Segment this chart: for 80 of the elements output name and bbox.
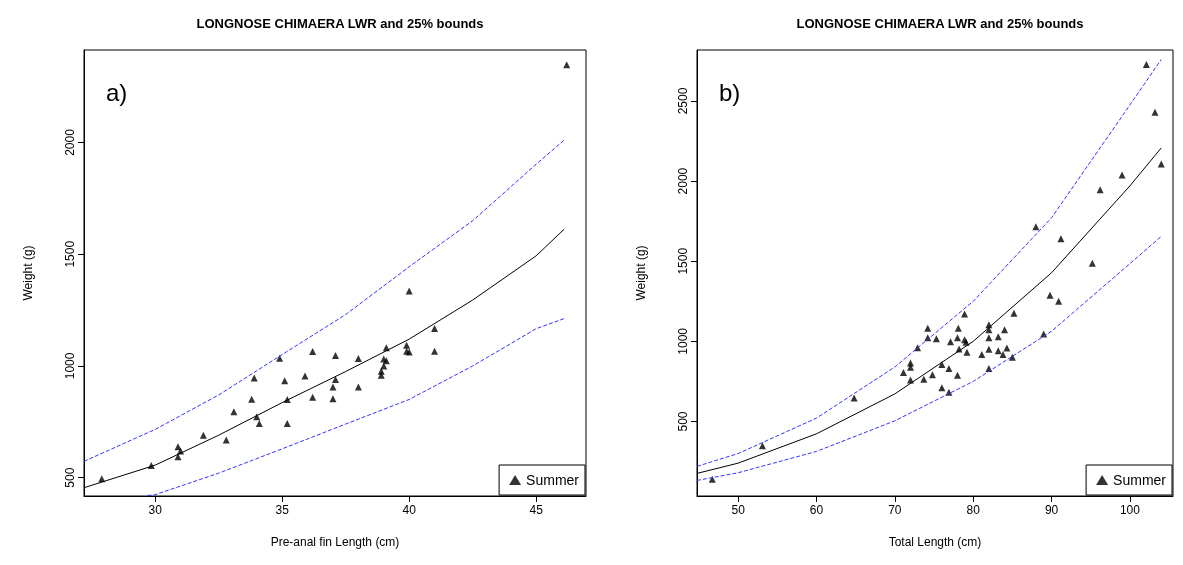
y-tick-label: 1500 [676, 247, 690, 275]
y-tick-label: 500 [676, 411, 690, 432]
point [999, 350, 1007, 358]
point [758, 442, 766, 450]
point [1032, 223, 1040, 231]
point [283, 419, 291, 427]
point [248, 395, 256, 403]
y-tick-label: 1000 [676, 327, 690, 355]
point [920, 375, 928, 383]
point [907, 363, 915, 371]
point [1001, 326, 1009, 334]
y-axis-title: Weight (g) [634, 245, 648, 301]
point [945, 364, 953, 372]
point [946, 338, 954, 346]
x-tick-label: 80 [966, 503, 981, 517]
point [1142, 61, 1150, 69]
y-tick-label: 2500 [676, 87, 690, 115]
point [199, 431, 207, 439]
y-tick-label: 500 [63, 467, 77, 488]
x-tick-label: 40 [402, 503, 417, 517]
point [1157, 160, 1165, 168]
x-tick-label: 50 [731, 503, 746, 517]
point [1055, 297, 1063, 305]
annotation: b) [719, 78, 741, 106]
point [309, 347, 317, 355]
line-series [696, 58, 1162, 467]
x-tick-label: 100 [1119, 503, 1141, 517]
point [1008, 353, 1016, 361]
point [907, 359, 915, 367]
x-tick-label: 90 [1044, 503, 1059, 517]
y-axis-title: Weight (g) [21, 245, 35, 301]
y-tick-label: 2000 [63, 128, 77, 156]
annotation: a) [106, 78, 128, 106]
chart-title: LONGNOSE CHIMAERA LWR and 25% bounds [796, 16, 1084, 31]
chart-title: LONGNOSE CHIMAERA LWR and 25% bounds [196, 16, 484, 31]
point [354, 355, 362, 363]
legend-label: Summer [1113, 472, 1167, 488]
point [329, 395, 337, 403]
x-tick-label: 60 [809, 503, 824, 517]
point [431, 347, 439, 355]
point [1046, 291, 1054, 299]
point [708, 475, 716, 483]
x-tick-label: 45 [529, 503, 544, 517]
point [1088, 259, 1096, 267]
point [1096, 186, 1104, 194]
point [377, 367, 385, 375]
point [332, 351, 340, 359]
point [250, 374, 258, 382]
legend-label: Summer [526, 472, 580, 488]
point [309, 393, 317, 401]
point [276, 354, 284, 362]
point [932, 335, 940, 343]
point [1010, 309, 1018, 317]
point [985, 345, 993, 353]
point [954, 334, 962, 342]
point [332, 376, 340, 384]
point [954, 324, 962, 332]
point [1118, 171, 1126, 179]
point [301, 372, 309, 380]
point [230, 408, 238, 416]
point [954, 371, 962, 379]
y-tick-label: 1500 [63, 240, 77, 268]
point [978, 350, 986, 358]
x-axis-title: Total Length (cm) [888, 535, 982, 549]
point [255, 419, 263, 427]
point [924, 324, 932, 332]
point [431, 324, 439, 332]
point [928, 371, 936, 379]
point [1151, 108, 1159, 116]
x-tick-label: 35 [275, 503, 290, 517]
y-tick-label: 1000 [63, 352, 77, 380]
point [403, 341, 411, 349]
line-series [83, 139, 565, 462]
point [963, 348, 971, 356]
x-tick-label: 30 [148, 503, 163, 517]
point [1057, 235, 1065, 243]
point [899, 368, 907, 376]
x-tick-label: 70 [888, 503, 902, 517]
y-tick-label: 2000 [676, 167, 690, 195]
x-axis-title: Pre-anal fin Length (cm) [270, 535, 400, 549]
